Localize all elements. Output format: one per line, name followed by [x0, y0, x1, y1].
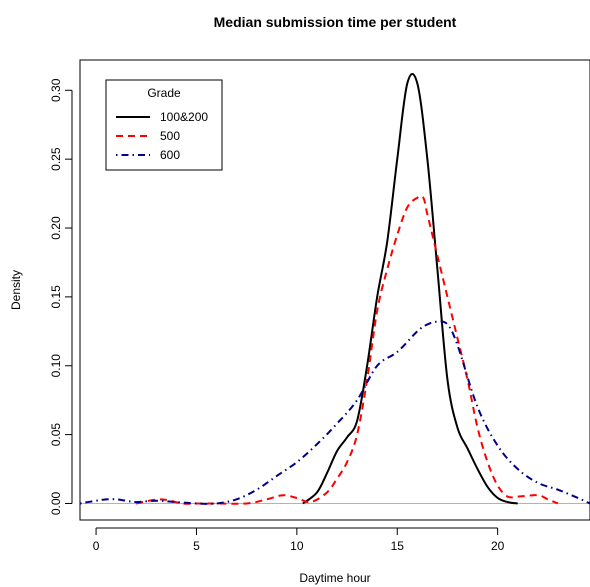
series-line-2 [79, 320, 590, 505]
legend-label-0: 100&200 [160, 110, 208, 124]
y-tick-label: 0.00 [49, 491, 63, 515]
x-axis-label: Daytime hour [299, 571, 370, 585]
chart-title: Median submission time per student [214, 14, 457, 30]
x-tick-label: 10 [290, 539, 304, 553]
y-tick-label: 0.30 [49, 78, 63, 102]
y-tick-label: 0.10 [49, 354, 63, 378]
y-tick-label: 0.20 [49, 216, 63, 240]
legend-title: Grade [147, 86, 181, 100]
axes-group: 0 5 10 15 20 0.00 0.05 0.10 0.15 0.20 0.25 0.30 [49, 59, 590, 553]
series-line-0 [302, 72, 518, 505]
plot-frame [79, 59, 590, 521]
legend: Grade 100&200 500 600 [105, 79, 223, 171]
x-tick-label: 0 [93, 539, 100, 553]
legend-label-2: 600 [160, 148, 180, 162]
y-tick-label: 0.15 [49, 285, 63, 309]
legend-items: 100&200 500 600 [116, 110, 208, 162]
legend-label-1: 500 [160, 129, 180, 143]
y-axis-label: Density [9, 270, 23, 310]
series-group [79, 72, 590, 505]
x-tick-label: 5 [193, 539, 200, 553]
y-tick-label: 0.25 [49, 147, 63, 171]
x-tick-label: 20 [491, 539, 505, 553]
series-line-1 [136, 195, 559, 505]
x-tick-label: 15 [391, 539, 405, 553]
y-tick-label: 0.05 [49, 423, 63, 447]
